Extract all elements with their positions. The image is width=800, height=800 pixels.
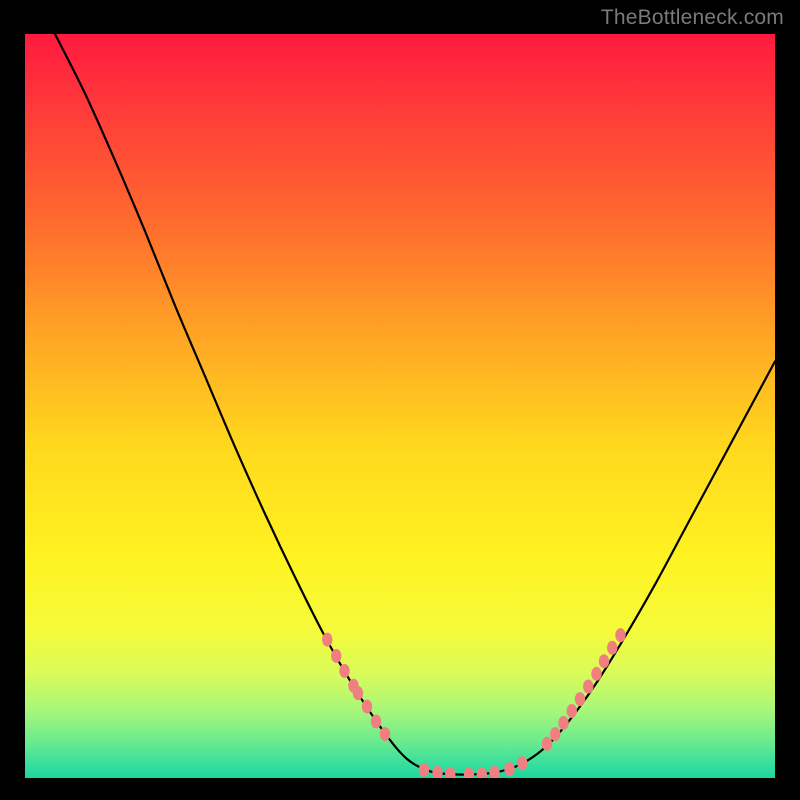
chart-container: { "watermark": { "text": "TheBottleneck.…: [0, 0, 800, 800]
marker-left-cluster: [380, 727, 390, 741]
marker-bottom-cluster: [489, 766, 499, 778]
marker-bottom-cluster: [477, 767, 487, 778]
marker-left-cluster: [362, 700, 372, 714]
marker-left-cluster: [339, 664, 349, 678]
marker-right-cluster: [591, 667, 601, 681]
watermark-text: TheBottleneck.com: [601, 6, 784, 30]
marker-right-cluster: [542, 737, 552, 751]
marker-bottom-cluster: [432, 766, 442, 778]
curve-layer: [25, 34, 775, 778]
plot-area: [25, 34, 775, 778]
bottleneck-curve: [55, 34, 775, 775]
marker-right-cluster: [607, 641, 617, 655]
marker-bottom-cluster: [517, 756, 527, 770]
marker-bottom-cluster: [464, 767, 474, 778]
marker-right-cluster: [550, 727, 560, 741]
marker-bottom-cluster: [445, 767, 455, 778]
marker-left-cluster: [371, 714, 381, 728]
marker-right-cluster: [583, 679, 593, 693]
marker-right-cluster: [558, 716, 568, 730]
marker-right-cluster: [599, 654, 609, 668]
marker-bottom-cluster: [504, 762, 514, 776]
marker-right-cluster: [567, 704, 577, 718]
marker-bottom-cluster: [419, 763, 429, 777]
marker-right-cluster: [575, 692, 585, 706]
marker-right-cluster: [615, 628, 625, 642]
marker-left-cluster: [331, 649, 341, 663]
marker-left-cluster: [353, 686, 363, 700]
marker-left-cluster: [322, 633, 332, 647]
